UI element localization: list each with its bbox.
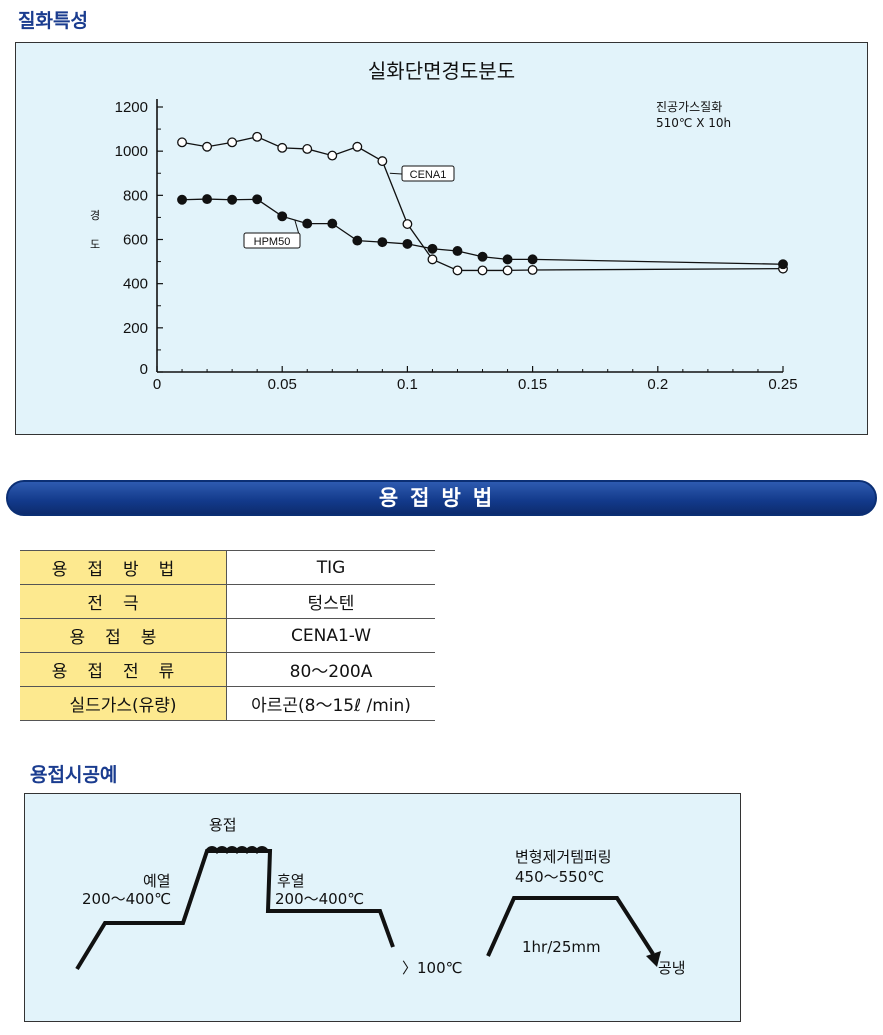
welding-table-value: 텅스텐 <box>226 584 435 619</box>
weld-cycle-line <box>75 849 395 971</box>
x-tick-label: 0 <box>153 376 161 393</box>
process-panel: 용접 예열 200～400℃ 후열 200～400℃ 〉100℃ 변형제거템퍼링… <box>24 793 741 1022</box>
data-point-cena1 <box>327 150 338 161</box>
chart-note-2: 510℃ X 10h <box>656 116 732 130</box>
x-tick-label: 0.25 <box>768 376 797 393</box>
legend-leader-cena1 <box>389 172 403 175</box>
y-tick-label: 0 <box>140 361 148 378</box>
data-point-cena1 <box>227 137 238 148</box>
data-point-hpm50 <box>252 194 263 205</box>
series-line-cena1 <box>181 136 784 272</box>
welding-table-row: 전극 텅스텐 <box>20 584 435 619</box>
x-tick-label: 0.15 <box>518 376 547 393</box>
welding-table-value: CENA1-W <box>226 618 435 653</box>
data-point-hpm50 <box>527 254 538 265</box>
data-point-hpm50 <box>177 194 187 205</box>
data-point-cena1 <box>377 156 388 167</box>
postheat-label: 후열 <box>277 872 305 890</box>
weld-wave <box>205 846 269 855</box>
temper-temp: 450～550℃ <box>515 868 605 886</box>
y-axis-label-char-2: 도 <box>90 238 101 251</box>
data-point-hpm50 <box>778 259 788 270</box>
y-tick-label: 1200 <box>115 99 148 116</box>
x-tick-label: 0.05 <box>268 376 297 393</box>
data-point-cena1 <box>402 219 413 229</box>
chart-title: 실화단면경도분도 <box>367 59 516 83</box>
welding-table-row: 실드가스(유량) 아르곤(8～15ℓ /min) <box>20 686 435 721</box>
welding-method-banner: 용접방법 <box>6 480 877 516</box>
data-point-cena1 <box>202 141 213 152</box>
data-point-hpm50 <box>452 246 463 256</box>
data-point-cena1 <box>277 142 288 153</box>
cool-label: 공냉 <box>658 959 686 977</box>
series-line-hpm50 <box>182 198 784 265</box>
data-point-cena1 <box>502 265 513 276</box>
welding-table: 용접방법 TIG 전극 텅스텐 용접봉 CENA1-W 용접전류 80～200A 실드가스(유량… <box>20 550 435 721</box>
legend-label-hpm50: HPM50 <box>254 236 291 248</box>
data-point-cena1 <box>352 141 363 152</box>
hardness-chart: 0 200 400 600 800 1000 1200 0 0.05 0.1 0.15 0.2 0.25… <box>115 99 798 393</box>
data-point-cena1 <box>477 265 488 276</box>
data-point-cena1 <box>252 131 263 142</box>
data-point-cena1 <box>302 144 313 154</box>
welding-table-key: 용접전류 <box>20 652 227 687</box>
y-tick-label: 600 <box>123 232 148 249</box>
legend-label-cena1: CENA1 <box>410 169 447 181</box>
data-point-hpm50 <box>402 238 413 249</box>
x-tick-label: 0.2 <box>647 376 668 393</box>
x-tick-label: 0.1 <box>397 376 418 393</box>
data-point-hpm50 <box>202 194 213 205</box>
data-point-hpm50 <box>227 194 238 205</box>
data-point-hpm50 <box>302 218 313 229</box>
data-point-hpm50 <box>352 235 363 246</box>
y-tick-label: 1000 <box>115 143 148 160</box>
welding-table-value: TIG <box>226 550 435 585</box>
cool-note: 〉100℃ <box>402 959 463 977</box>
welding-table-key: 용접봉 <box>20 618 227 653</box>
data-point-cena1 <box>427 254 438 265</box>
y-axis-label: 경 도 <box>90 207 100 252</box>
data-point-cena1 <box>452 265 463 276</box>
y-tick-label: 200 <box>123 320 148 337</box>
data-point-hpm50 <box>277 211 288 222</box>
legend-box-hpm50 <box>243 232 301 249</box>
section-title-welding-example: 용접시공예 <box>30 764 118 786</box>
welding-table-row: 용접방법 TIG <box>20 550 435 585</box>
welding-table-value: 80～200A <box>226 652 435 687</box>
cool-arrow-head <box>646 951 661 967</box>
preheat-label: 예열 <box>143 872 171 890</box>
y-tick-label: 800 <box>123 187 148 204</box>
y-tick-label: 400 <box>123 276 148 293</box>
welding-table-row: 용접전류 80～200A <box>20 652 435 687</box>
temper-label: 변형제거템퍼링 <box>515 848 612 866</box>
data-point-hpm50 <box>477 251 488 262</box>
temper-cycle-line <box>486 896 655 957</box>
welding-table-value: 아르곤(8～15ℓ /min) <box>226 686 435 721</box>
y-axis-label-char-1: 경 <box>90 209 101 222</box>
postheat-temp: 200～400℃ <box>275 890 365 908</box>
temper-time: 1hr/25mm <box>522 938 601 956</box>
welding-table-key: 용접방법 <box>20 550 227 585</box>
data-point-hpm50 <box>502 254 513 265</box>
data-point-hpm50 <box>377 237 388 248</box>
welding-table-key: 실드가스(유량) <box>20 686 227 721</box>
data-point-hpm50 <box>327 218 338 229</box>
preheat-temp: 200～400℃ <box>82 890 172 908</box>
section-title-nitriding: 질화특성 <box>18 10 88 32</box>
welding-table-key: 전극 <box>20 584 227 619</box>
data-point-cena1 <box>177 137 187 148</box>
welding-table-row: 용접봉 CENA1-W <box>20 618 435 653</box>
chart-note-1: 진공가스질화 <box>656 100 723 114</box>
data-point-hpm50 <box>427 243 438 254</box>
process-diagram <box>75 846 661 971</box>
weld-label: 용접 <box>209 816 237 834</box>
legend-box-cena1 <box>401 165 455 182</box>
data-point-cena1 <box>527 265 538 275</box>
